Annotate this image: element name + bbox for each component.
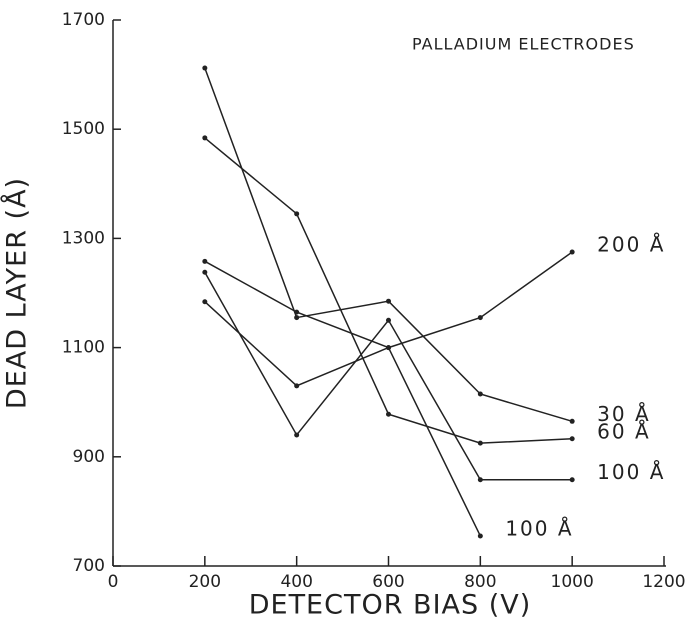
data-point <box>294 315 300 321</box>
data-point <box>386 345 391 351</box>
x-tick-label: 600 <box>372 572 404 592</box>
data-point <box>569 418 575 424</box>
series-line <box>204 67 573 423</box>
data-point <box>202 135 208 141</box>
y-tick-label: 900 <box>73 447 105 467</box>
data-point <box>569 249 575 255</box>
y-tick-label: 1300 <box>62 228 105 248</box>
y-tick-label: 1500 <box>62 119 105 139</box>
data-point <box>386 317 391 323</box>
data-point <box>569 477 575 483</box>
data-point <box>294 309 300 315</box>
x-tick-label: 1000 <box>551 572 594 592</box>
data-point <box>202 269 208 275</box>
y-tick-label: 1100 <box>62 338 105 358</box>
series-label: 200 Å <box>597 233 665 257</box>
data-point <box>477 440 483 446</box>
x-axis-title: DETECTOR BIAS (V) <box>249 590 532 621</box>
data-point <box>386 298 391 304</box>
series-label: 100 Å <box>505 516 573 540</box>
x-tick-label: 800 <box>464 572 496 592</box>
data-point <box>294 432 300 438</box>
series-label: 100 Å <box>597 460 665 484</box>
x-tick-label: 200 <box>189 572 221 592</box>
x-tick-label: 400 <box>280 572 312 592</box>
data-point <box>202 65 208 71</box>
data-point <box>386 411 391 417</box>
data-point <box>294 383 300 389</box>
y-axis-title: DEAD LAYER (Å) <box>1 177 33 409</box>
data-point <box>477 391 483 397</box>
data-point <box>477 477 483 483</box>
series-label: 30 Å <box>597 402 651 426</box>
chart-title: PALLADIUM ELECTRODES <box>412 35 635 54</box>
series-label: 60 Å <box>597 419 651 443</box>
data-point <box>477 315 483 321</box>
data-point <box>202 299 208 305</box>
x-tick-label: 0 <box>108 572 119 592</box>
y-tick-label: 700 <box>73 556 105 576</box>
data-point <box>294 211 300 217</box>
data-point <box>569 436 575 442</box>
series-line <box>204 260 482 537</box>
x-tick-label: 1200 <box>642 572 685 592</box>
data-point <box>202 258 208 264</box>
data-point <box>477 533 483 539</box>
y-tick-label: 1700 <box>62 10 105 30</box>
